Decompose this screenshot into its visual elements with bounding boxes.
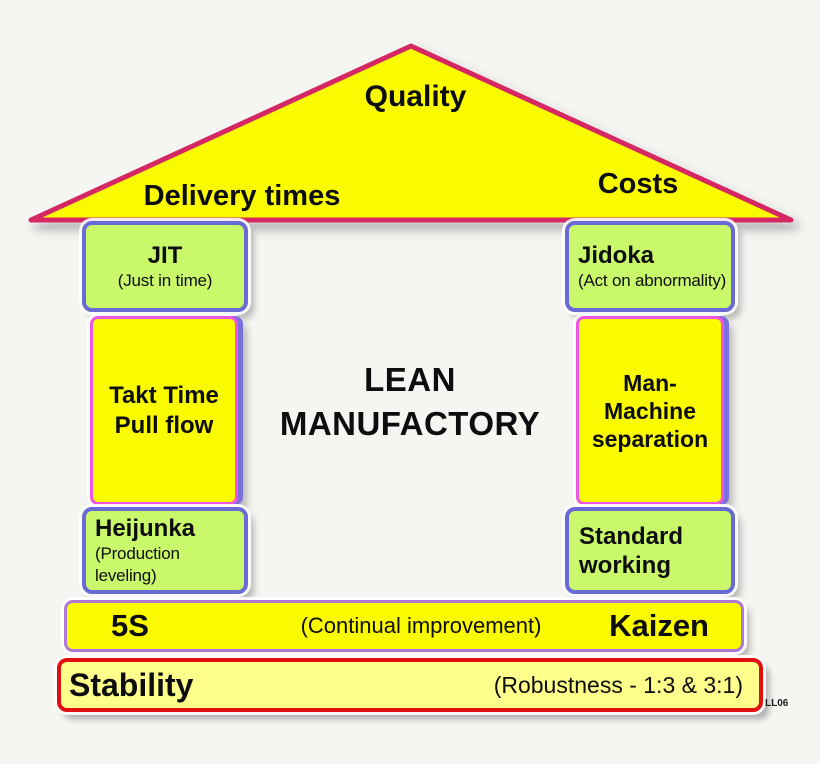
center-title: LEAN MANUFACTORY <box>250 358 570 446</box>
man-machine-box: Man- Machine separation <box>576 316 724 505</box>
center-title-line2: MANUFACTORY <box>279 405 541 442</box>
standard-working-line1: Standard <box>579 522 684 550</box>
man-machine-line2: Machine <box>603 397 697 424</box>
roof-triangle <box>28 43 794 223</box>
stability-label: Stability <box>69 666 194 703</box>
standard-working-box: Standard working <box>565 507 735 594</box>
jidoka-box: Jidoka (Act on abnormality) <box>565 221 735 312</box>
takt-time-line2: Pull flow <box>114 411 214 439</box>
roof-label-quality: Quality <box>364 80 467 113</box>
robustness-label: (Robustness - 1:3 & 3:1) <box>493 671 743 698</box>
roof-label-delivery-times: Delivery times <box>143 180 341 212</box>
man-machine-line3: separation <box>591 425 709 452</box>
man-machine-line1: Man- <box>623 369 677 396</box>
jidoka-subtitle: (Act on abnormality) <box>578 270 727 290</box>
standard-working-line2: working <box>579 551 672 579</box>
watermark-ll06: LL06 <box>765 698 789 709</box>
center-title-line1: LEAN <box>364 361 456 398</box>
heijunka-title: Heijunka <box>95 514 196 542</box>
jidoka-title: Jidoka <box>578 241 655 269</box>
takt-time-line1: Takt Time <box>109 381 219 409</box>
takt-time-box: Takt Time Pull flow <box>90 316 238 505</box>
heijunka-box: Heijunka (Production leveling) <box>82 507 248 594</box>
jit-box: JIT (Just in time) <box>82 221 248 312</box>
jit-title: JIT <box>147 241 183 269</box>
heijunka-subtitle: (Production leveling) <box>95 543 180 585</box>
five-s-label: 5S <box>111 608 149 643</box>
roof-label-costs: Costs <box>597 168 679 200</box>
kaizen-label: Kaizen <box>609 608 709 643</box>
stability-bar: Stability (Robustness - 1:3 & 3:1) <box>57 658 763 712</box>
kaizen-bar: 5S (Continual improvement) Kaizen <box>64 600 744 652</box>
continual-improvement-label: (Continual improvement) <box>300 613 542 638</box>
jit-subtitle: (Just in time) <box>117 270 213 290</box>
